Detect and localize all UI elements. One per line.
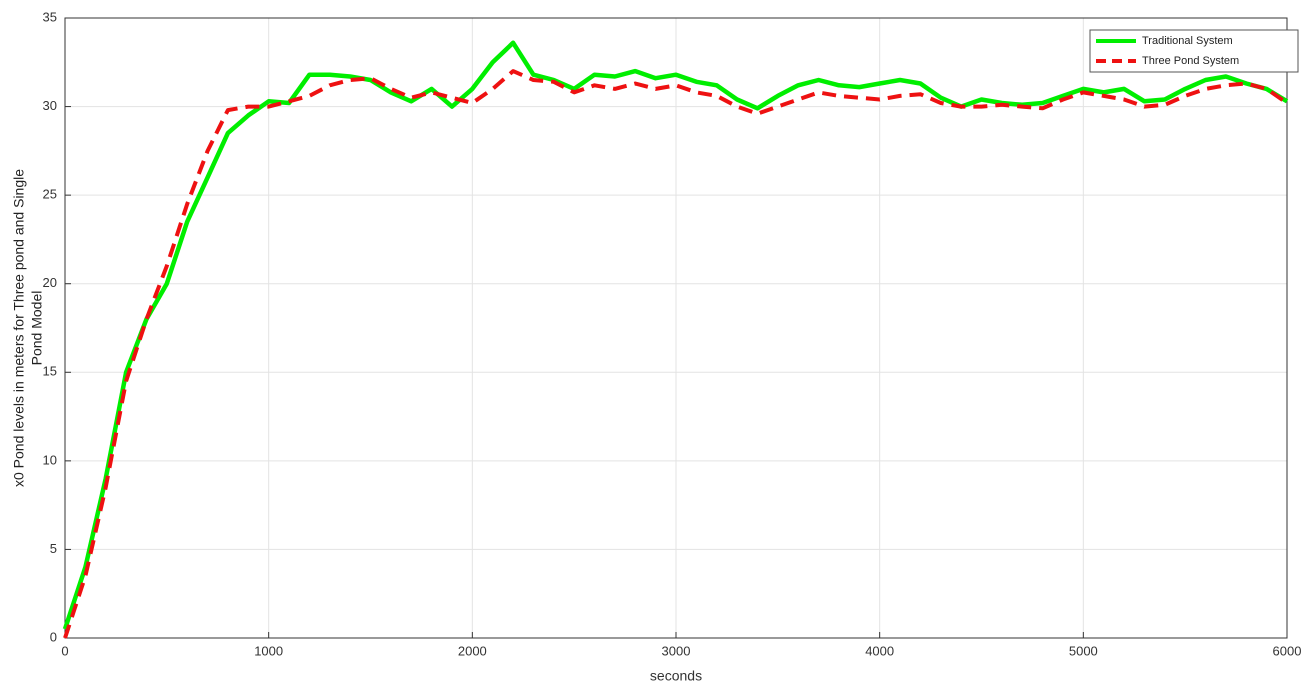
plot-frame [64,17,1288,639]
x-tick-label: 5000 [1069,643,1098,658]
y-tick-label: 35 [43,9,57,24]
y-tick-label: 10 [43,452,57,467]
y-tick-label: 5 [50,541,57,556]
series-line [63,69,1289,639]
x-tick-label: 1000 [254,643,283,658]
x-tick-label: 3000 [662,643,691,658]
y-tick-label: 20 [43,275,57,290]
series-line [62,40,1289,630]
y-tick-label: 15 [43,364,57,379]
legend-label: Traditional System [1142,35,1233,47]
x-tick-label: 2000 [458,643,487,658]
y-tick-label: 0 [50,629,57,644]
x-tick-label: 6000 [1273,643,1302,658]
y-tick-label: 25 [43,187,57,202]
x-tick-label: 0 [61,643,68,658]
x-axis-label: seconds [650,668,702,684]
legend-box [1089,29,1299,73]
legend-label: Three Pond System [1142,55,1239,67]
y-axis-label: Pond Model [29,291,45,366]
x-tick-label: 4000 [865,643,894,658]
legend: Traditional System Three Pond System [1089,29,1299,73]
y-axis-label: x0 Pond levels in meters for Three pond … [11,169,27,487]
y-tick-label: 30 [43,98,57,113]
